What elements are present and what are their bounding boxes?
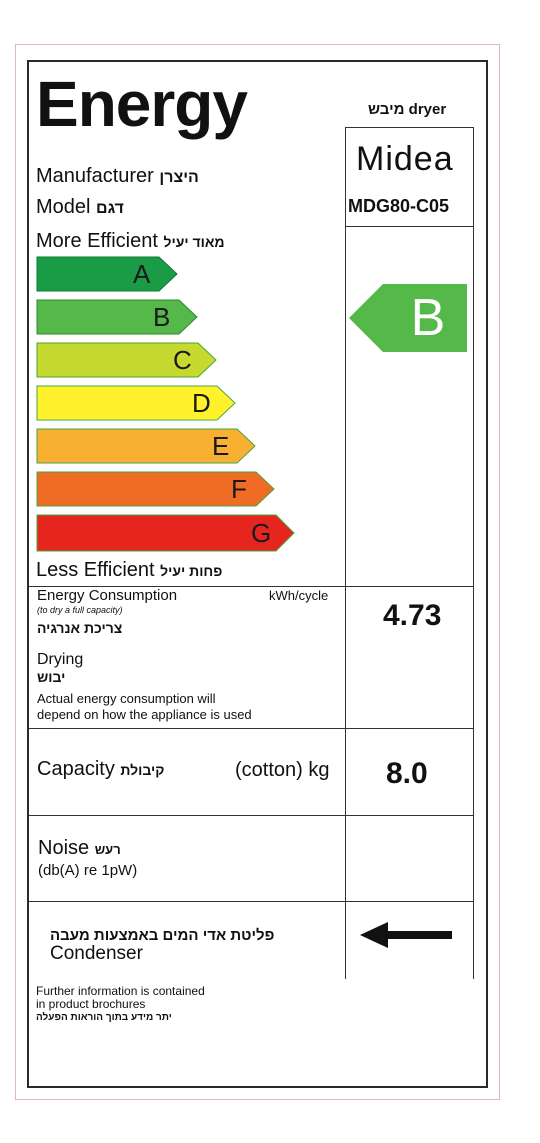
energy-consumption-unit: kWh/cycle	[269, 588, 329, 603]
capacity-label-he: קיבולת	[120, 762, 165, 778]
noise-label: Noise	[38, 837, 90, 859]
capacity-row: Capacity קיבולת	[37, 758, 164, 781]
model-label: Model	[36, 196, 91, 218]
footer-line2: in product brochures	[36, 997, 146, 1011]
divider-efficiency	[29, 586, 474, 587]
manufacturer-label-he: היצרן	[159, 169, 199, 186]
more-efficient-label: More Efficient	[36, 230, 158, 252]
energy-rating-arrow: B	[349, 284, 467, 352]
energy-consumption-value: 4.73	[383, 599, 442, 632]
drying-note-line1: Actual energy consumption will	[37, 691, 216, 706]
noise-unit: (db(A) re 1pW)	[38, 862, 138, 879]
divider-model	[345, 226, 474, 227]
left-arrow-icon	[360, 922, 452, 953]
condenser-label-he: פליטת אדי המים באמצעות מעבה	[50, 927, 275, 944]
energy-rating-letter: B	[410, 289, 446, 347]
divider-noise	[29, 901, 474, 902]
model-row: Model דגם	[36, 196, 124, 219]
efficiency-letter-c: C	[173, 345, 192, 375]
capacity-value: 8.0	[386, 757, 428, 790]
drying-label-he: יבוש	[37, 669, 66, 685]
footer-line3-he: יתר מידע בתוך הוראות הפעלה	[36, 1012, 172, 1023]
efficiency-letter-f: F	[231, 474, 247, 504]
more-efficient-row: More Efficient מאוד יעיל	[36, 230, 225, 253]
value-column	[345, 127, 474, 979]
noise-row: Noise רעש	[38, 837, 121, 860]
model-value: MDG80-C05	[348, 196, 450, 216]
manufacturer-row: Manufacturer היצרן	[36, 165, 199, 188]
manufacturer-label: Manufacturer	[36, 165, 154, 187]
divider-capacity	[29, 815, 474, 816]
energy-consumption-note: (to dry a full capacity)	[37, 605, 123, 615]
capacity-label: Capacity	[37, 758, 115, 780]
divider-consumption	[29, 728, 474, 729]
appliance-type: מיבש dryer	[368, 101, 447, 118]
energy-consumption-label: Energy Consumption	[37, 587, 178, 604]
efficiency-letter-b: B	[153, 302, 171, 332]
efficiency-letter-g: G	[251, 518, 272, 548]
energy-consumption-label-he: צריכת אנרגיה	[37, 620, 123, 636]
less-efficient-row: Less Efficient פחות יעיל	[36, 559, 222, 582]
model-label-he: דגם	[96, 200, 124, 217]
page-border	[15, 44, 500, 1100]
efficiency-letter-a: A	[133, 259, 151, 289]
brand-logo: Midea	[356, 140, 454, 178]
capacity-unit: (cotton) kg	[235, 759, 330, 781]
efficiency-letter-d: D	[192, 388, 211, 418]
noise-label-he: רעש	[94, 842, 121, 857]
less-efficient-label-he: פחות יעיל	[160, 563, 223, 579]
footer-line1: Further information is contained	[36, 984, 205, 998]
energy-label-frame	[27, 60, 488, 1088]
condenser-label: Condenser	[50, 943, 143, 964]
label-title: Energy	[36, 68, 248, 140]
drying-note-line2: depend on how the appliance is used	[37, 707, 252, 722]
more-efficient-label-he: מאוד יעיל	[163, 234, 225, 250]
drying-label: Drying	[37, 651, 84, 668]
less-efficient-label: Less Efficient	[36, 559, 155, 581]
efficiency-letter-e: E	[212, 431, 230, 461]
